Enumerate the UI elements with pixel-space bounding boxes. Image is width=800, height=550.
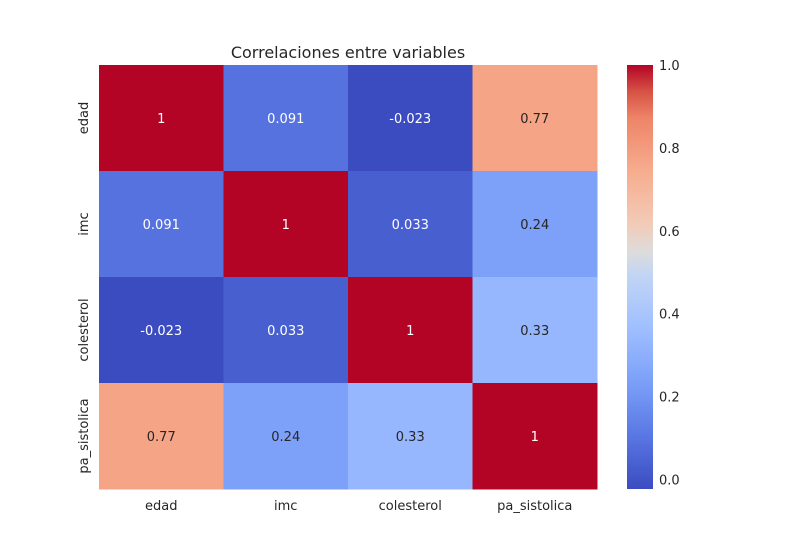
colorbar-tick-label: 1.0 [659,59,680,74]
heatmap-cell [348,277,473,384]
chart-title: Correlaciones entre variables [231,43,465,62]
colorbar-tick-label: 0.2 [659,391,680,406]
cell-value-label: 0.091 [267,112,304,127]
colorbar-ticks: 0.0 0.2 0.4 0.6 0.8 1.0 [659,59,680,488]
heatmap-cell [472,65,598,172]
heatmap-cell [99,65,224,172]
heatmap-cell [223,383,349,490]
colorbar-gradient [627,65,653,489]
cell-value-label: 0.091 [143,218,180,233]
heatmap-cell [472,277,598,384]
x-tick-label: pa_sistolica [497,499,572,514]
colorbar-tick-label: 0.0 [659,473,680,488]
y-tick-label: imc [77,212,92,235]
heatmap-cell [223,65,349,172]
heatmap-cell [348,65,473,172]
heatmap-cell [99,171,224,278]
cell-value-label: 1 [282,218,290,233]
x-tick-label: colesterol [379,499,442,514]
heatmap-cell [223,171,349,278]
heatmap-cell [472,171,598,278]
cell-value-label: 0.24 [271,430,300,445]
cell-value-label: 1 [157,112,165,127]
cell-value-label: 1 [531,430,539,445]
x-tick-label: edad [145,499,177,514]
cell-value-label: -0.023 [140,324,182,339]
heatmap-cell [223,277,349,384]
cell-value-label: 0.33 [520,324,549,339]
colorbar-tick-label: 0.8 [659,142,680,157]
cell-value-label: 0.77 [520,112,549,127]
heatmap-cell [348,383,473,490]
colorbar-tick-label: 0.4 [659,308,680,323]
x-axis-ticks: edad imc colesterol pa_sistolica [145,499,572,514]
cell-value-label: 0.033 [267,324,304,339]
y-tick-label: pa_sistolica [77,398,92,473]
cell-value-label: 0.24 [520,218,549,233]
cell-value-label: 0.033 [392,218,429,233]
x-tick-label: imc [274,499,297,514]
heatmap-cell [99,383,224,490]
y-axis-ticks: edad imc colesterol pa_sistolica [77,102,92,474]
heatmap-cell [99,277,224,384]
cell-value-label: 0.33 [396,430,425,445]
y-tick-label: colesterol [77,298,92,361]
heatmap-cell [472,383,598,490]
colorbar-tick-label: 0.6 [659,225,680,240]
colorbar: 0.0 0.2 0.4 0.6 0.8 1.0 [627,59,680,489]
cell-value-label: 0.77 [147,430,176,445]
y-tick-label: edad [77,102,92,134]
cell-value-label: 1 [406,324,414,339]
heatmap-cells: 1 0.091 -0.023 0.77 0.091 1 0.033 0.24 -0.023 0.0… [99,65,598,490]
cell-value-label: -0.023 [389,112,431,127]
heatmap-cell [348,171,473,278]
